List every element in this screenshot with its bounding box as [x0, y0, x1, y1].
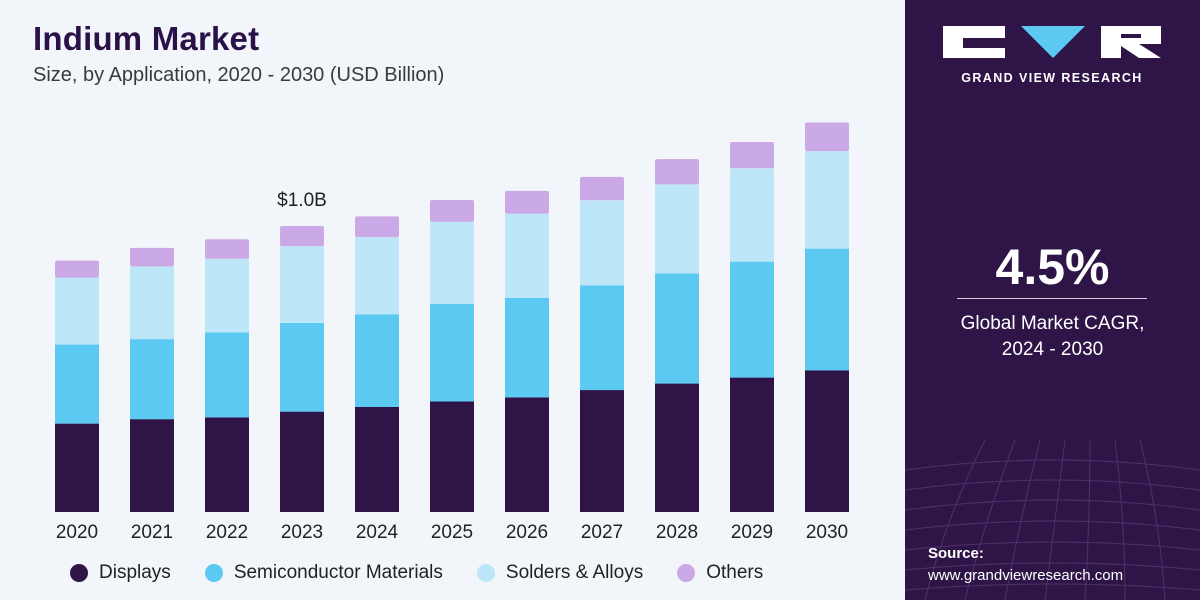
x-tick-label: 2026: [506, 522, 548, 543]
bar-segment-solders-alloys-2022: [205, 258, 249, 333]
bar-segment-semiconductor-materials-2021: [130, 339, 174, 420]
bar-segment-semiconductor-materials-2027: [580, 285, 624, 391]
cagr-value: 4.5%: [995, 239, 1110, 295]
bar-segment-solders-alloys-2028: [655, 184, 699, 274]
legend-label: Others: [706, 562, 764, 583]
bar-segment-others-2020: [55, 260, 99, 278]
bar-segment-others-2029: [730, 142, 774, 169]
brand-name: GRAND VIEW RESEARCH: [961, 71, 1143, 85]
bar-segment-semiconductor-materials-2022: [205, 332, 249, 418]
legend-swatch: [70, 564, 88, 582]
bar-segment-solders-alloys-2021: [130, 266, 174, 340]
legend-item: Solders & Alloys: [476, 562, 644, 584]
x-tick-label: 2022: [206, 522, 248, 543]
legend-swatch: [204, 564, 223, 582]
page-subtitle: Size, by Application, 2020 - 2030 (USD B…: [33, 64, 445, 86]
bar-segment-semiconductor-materials-2023: [280, 322, 324, 412]
x-tick-label: 2028: [656, 522, 698, 543]
bar-segment-semiconductor-materials-2029: [730, 261, 774, 378]
bar-segment-others-2024: [355, 216, 399, 238]
bar-segment-displays-2021: [130, 419, 174, 512]
x-tick-label: 2029: [731, 522, 773, 543]
bar-segment-semiconductor-materials-2030: [805, 248, 849, 371]
bar-segment-others-2025: [430, 200, 474, 222]
source-label: Source:: [928, 545, 984, 562]
bar-segment-others-2022: [205, 239, 249, 259]
bar-segment-displays-2025: [430, 401, 474, 512]
cagr-divider: [957, 298, 1147, 299]
bar-segment-displays-2030: [805, 370, 849, 512]
bar-segment-solders-alloys-2027: [580, 200, 624, 286]
x-tick-label: 2025: [431, 522, 473, 543]
x-tick-label: 2027: [581, 522, 623, 543]
bar-segment-others-2023: [280, 226, 324, 247]
stacked-bar-chart: 2020 2021 2022 2023 $1.0B 2024 2025 2026 2027 202…: [55, 122, 849, 543]
legend-label: Solders & Alloys: [505, 562, 644, 583]
decorative-grid: [905, 439, 1200, 600]
bar-segment-others-2021: [130, 247, 174, 267]
bar-segment-displays-2020: [55, 423, 99, 512]
bar-segment-semiconductor-materials-2025: [430, 304, 474, 402]
chart-legend: Displays Semiconductor Materials Solders &…: [70, 562, 797, 584]
bar-segment-solders-alloys-2029: [730, 168, 774, 262]
legend-swatch: [677, 564, 696, 582]
bar-segment-displays-2022: [205, 417, 249, 512]
bar-segment-semiconductor-materials-2028: [655, 273, 699, 384]
legend-item: Semiconductor Materials: [204, 562, 443, 584]
cagr-label-line1: Global Market CAGR,: [960, 313, 1145, 334]
gvr-logo: [943, 26, 1161, 58]
bar-segment-displays-2023: [280, 411, 324, 512]
bar-segment-solders-alloys-2030: [805, 151, 849, 249]
legend-label: Semiconductor Materials: [233, 562, 443, 583]
bar-segment-semiconductor-materials-2026: [505, 297, 549, 398]
legend-item: Others: [677, 562, 763, 584]
x-tick-label: 2020: [56, 522, 98, 543]
brand-panel: GRAND VIEW RESEARCH 4.5% Global Market C…: [905, 0, 1200, 600]
bar-segment-displays-2026: [505, 397, 549, 512]
bar-segment-others-2026: [505, 190, 549, 214]
cagr-label-line2: 2024 - 2030: [1001, 339, 1104, 360]
bar-segment-solders-alloys-2020: [55, 277, 99, 345]
bar-segment-solders-alloys-2023: [280, 246, 324, 323]
x-tick-label: 2030: [806, 522, 848, 543]
x-tick-label: 2021: [131, 522, 173, 543]
bar-segment-semiconductor-materials-2024: [355, 314, 399, 407]
bar-segment-solders-alloys-2026: [505, 213, 549, 298]
bar-segment-others-2030: [805, 122, 849, 152]
bar-segment-solders-alloys-2025: [430, 221, 474, 304]
source-url[interactable]: www.grandviewresearch.com: [928, 567, 1124, 584]
bar-segment-displays-2024: [355, 406, 399, 512]
chart-panel: Indium Market Size, by Application, 2020…: [33, 20, 849, 584]
bar-segment-displays-2028: [655, 383, 699, 512]
x-tick-label: 2023: [281, 522, 323, 543]
legend-item: Displays: [70, 562, 171, 584]
page-title: Indium Market: [33, 20, 260, 57]
bar-segment-displays-2029: [730, 377, 774, 512]
bar-segment-semiconductor-materials-2020: [55, 344, 99, 424]
data-label: $1.0B: [277, 190, 327, 211]
cagr-label: Global Market CAGR, 2024 - 2030: [905, 311, 1200, 363]
x-tick-label: 2024: [356, 522, 399, 543]
legend-swatch: [476, 564, 495, 582]
bar-segment-displays-2027: [580, 390, 624, 512]
legend-label: Displays: [99, 562, 171, 583]
bar-segment-others-2027: [580, 176, 624, 201]
bar-segment-others-2028: [655, 159, 699, 185]
bar-segment-solders-alloys-2024: [355, 237, 399, 315]
